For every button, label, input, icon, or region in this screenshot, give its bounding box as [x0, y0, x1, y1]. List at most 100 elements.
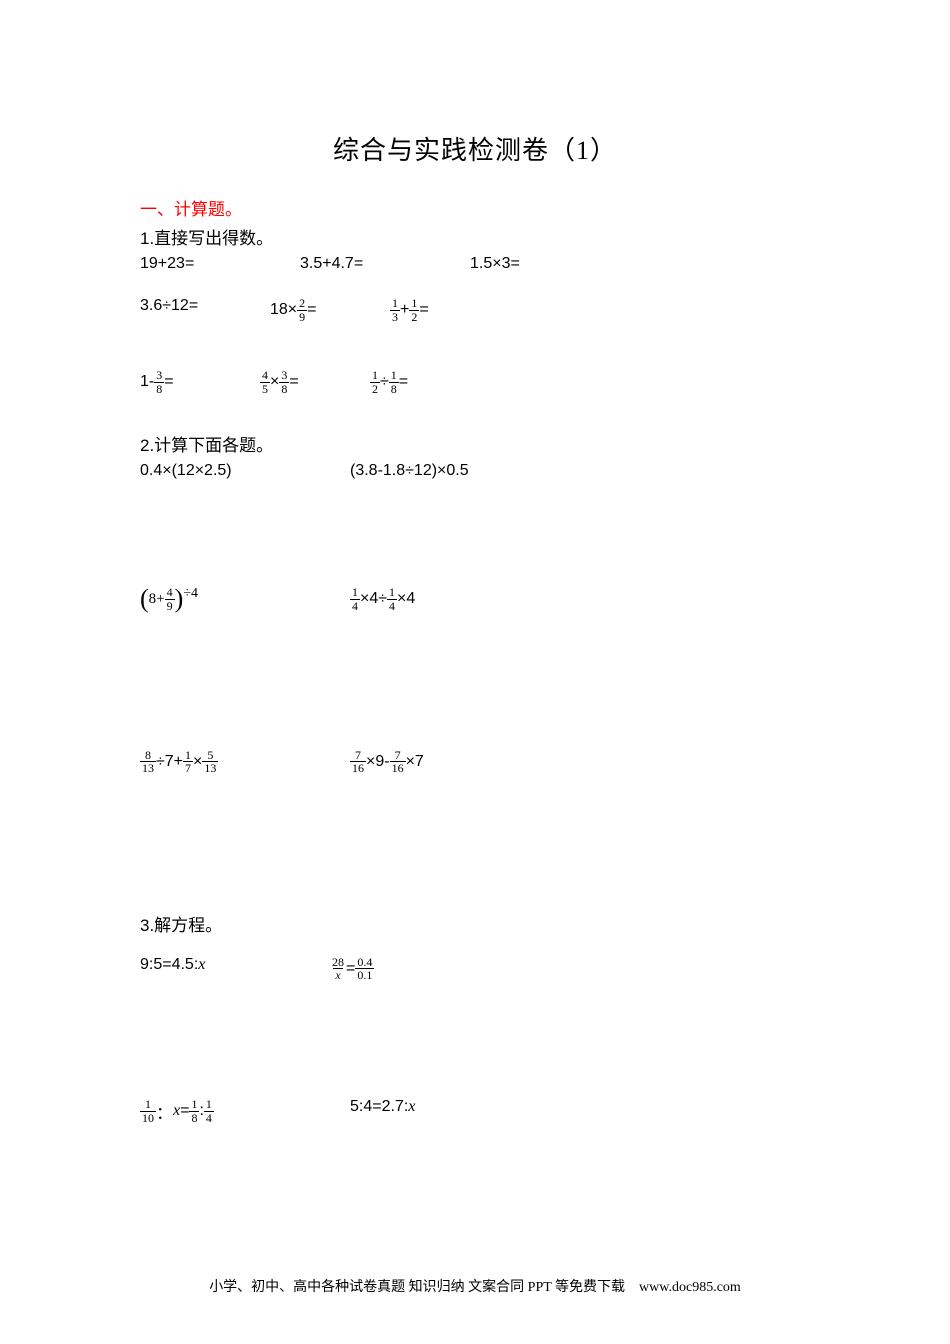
- text: ×9-: [366, 753, 390, 771]
- numerator: 5: [205, 749, 215, 762]
- q2-r2-b: 1 4 ×4÷ 1 4 ×4: [350, 586, 415, 612]
- denominator: 8: [279, 382, 289, 396]
- fraction: 8 13: [140, 749, 156, 775]
- q1-label: 1.直接写出得数。: [140, 224, 810, 249]
- text: ÷7+: [156, 753, 183, 771]
- text: 18×: [270, 301, 297, 319]
- q3-row2: 1 10 ： x = 1 8 : 1 4 5:4=2.7: x: [140, 1098, 810, 1124]
- text: =: [289, 373, 298, 391]
- numerator: 2: [297, 297, 307, 310]
- q3-r2-a: 1 10 ： x = 1 8 : 1 4: [140, 1098, 350, 1124]
- fraction: 5 13: [202, 749, 218, 775]
- left-paren: (: [140, 586, 149, 612]
- numerator: 1: [390, 297, 400, 310]
- denominator: 9: [297, 310, 307, 324]
- denominator: x: [333, 968, 342, 982]
- denominator: 8: [189, 1111, 199, 1125]
- numerator: 7: [353, 749, 363, 762]
- fraction: 1 3: [390, 297, 400, 323]
- q3-label: 3.解方程。: [140, 911, 810, 936]
- fraction: 3 8: [154, 369, 164, 395]
- q1-row1: 19+23= 3.5+4.7= 1.5×3=: [140, 255, 810, 273]
- text: 5:4=2.7:: [350, 1098, 408, 1116]
- right-paren: ): [175, 586, 184, 612]
- denominator: 13: [202, 761, 218, 775]
- numerator: 1: [204, 1098, 214, 1111]
- q1-r3-b: 4 5 × 3 8 =: [260, 369, 370, 395]
- q1-r2-c: 1 3 + 1 2 =: [390, 297, 429, 323]
- numerator: 3: [279, 369, 289, 382]
- q1-r2-b: 18× 2 9 =: [270, 297, 390, 323]
- equals: =: [180, 1102, 189, 1120]
- operator: ×: [270, 373, 279, 391]
- q2-label: 2.计算下面各题。: [140, 431, 810, 456]
- text: 9:5=4.5:: [140, 956, 198, 974]
- numerator: 3: [154, 369, 164, 382]
- fraction: 0.4 0.1: [355, 956, 374, 982]
- numerator: 28: [330, 956, 346, 969]
- text: =: [399, 373, 408, 391]
- fraction: 1 8: [189, 1098, 199, 1124]
- fraction: 1 4: [204, 1098, 214, 1124]
- fraction: 1 2: [370, 369, 380, 395]
- denominator: 16: [350, 761, 366, 775]
- q3-r1-a: 9:5=4.5: x: [140, 956, 330, 974]
- q2-r3-a: 8 13 ÷7+ 1 7 × 5 13: [140, 749, 350, 775]
- section-1-header: 一、计算题。: [140, 195, 810, 220]
- denominator: 4: [350, 599, 360, 613]
- q1-r3-a: 1- 3 8 =: [140, 369, 260, 395]
- numerator: 1: [387, 586, 397, 599]
- denominator: 9: [165, 599, 175, 613]
- q3-r2-b: 5:4=2.7: x: [350, 1098, 415, 1116]
- text: 1-: [140, 373, 154, 391]
- q1-r2-a: 3.6÷12=: [140, 297, 270, 315]
- exponent: ÷4: [183, 586, 198, 602]
- denominator: 4: [204, 1111, 214, 1125]
- variable-x: x: [408, 1098, 415, 1116]
- q2-r1-a: 0.4×(12×2.5): [140, 462, 350, 480]
- numerator: 8: [143, 749, 153, 762]
- page-footer: 小学、初中、高中各种试卷真题 知识归纳 文案合同 PPT 等免费下载 www.d…: [0, 1276, 950, 1296]
- numerator: 1: [143, 1098, 153, 1111]
- denominator: 5: [260, 382, 270, 396]
- q1-r3-c: 1 2 ÷ 1 8 =: [370, 369, 408, 395]
- text: ×4: [397, 590, 415, 608]
- fraction: 1 7: [183, 749, 193, 775]
- q1-row2: 3.6÷12= 18× 2 9 = 1 3 + 1 2 =: [140, 297, 810, 323]
- text: =: [419, 301, 428, 319]
- q2-row3: 8 13 ÷7+ 1 7 × 5 13 7 16 ×9- 7 16: [140, 749, 810, 775]
- fraction: 28 x: [330, 956, 346, 982]
- fraction: 1 2: [409, 297, 419, 323]
- denominator: 8: [154, 382, 164, 396]
- numerator: 0.4: [355, 956, 374, 969]
- denominator: 2: [370, 382, 380, 396]
- text: ×7: [406, 753, 424, 771]
- q2-row2: ( 8 + 4 9 ) ÷4 1 4 ×4÷ 1 4 ×4: [140, 586, 810, 612]
- denominator: 13: [140, 761, 156, 775]
- variable-x: x: [173, 1102, 180, 1120]
- page-title: 综合与实践检测卷（1）: [140, 130, 810, 167]
- text: =: [307, 301, 316, 319]
- operator: +: [156, 591, 164, 608]
- denominator: 16: [390, 761, 406, 775]
- numerator: 1: [370, 369, 380, 382]
- q2-row1: 0.4×(12×2.5) (3.8-1.8÷12)×0.5: [140, 462, 810, 480]
- numerator: 1: [350, 586, 360, 599]
- denominator: 3: [390, 310, 400, 324]
- fraction: 1 4: [387, 586, 397, 612]
- denominator: 0.1: [355, 968, 374, 982]
- q1-r1-a: 19+23=: [140, 255, 300, 273]
- fraction: 3 8: [279, 369, 289, 395]
- numerator: 4: [260, 369, 270, 382]
- denominator: 10: [140, 1111, 156, 1125]
- fraction: 7 16: [350, 749, 366, 775]
- text: 8: [149, 591, 157, 608]
- fraction: 4 5: [260, 369, 270, 395]
- fraction: 2 9: [297, 297, 307, 323]
- denominator: 4: [387, 599, 397, 613]
- text: ×: [193, 753, 202, 771]
- denominator: 7: [183, 761, 193, 775]
- fraction: 1 10: [140, 1098, 156, 1124]
- text: ×4÷: [360, 590, 387, 608]
- q2-r2-a: ( 8 + 4 9 ) ÷4: [140, 586, 350, 612]
